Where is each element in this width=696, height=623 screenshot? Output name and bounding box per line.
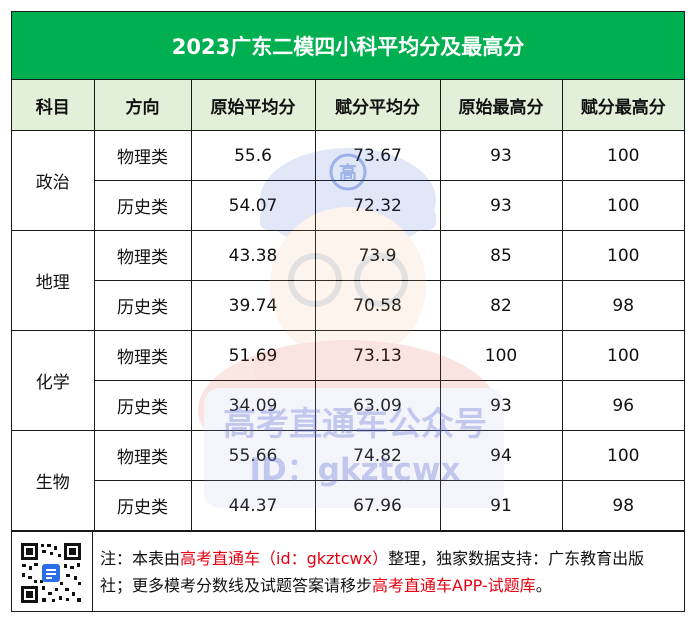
table-row: 历史类 34.09 63.09 93 96 — [12, 380, 684, 431]
raw-max-cell: 85 — [439, 230, 563, 281]
raw-avg-cell: 43.38 — [190, 230, 316, 281]
scaled-avg-cell: 72.32 — [314, 180, 441, 231]
raw-avg-cell: 55.66 — [190, 430, 316, 481]
raw-max-cell: 91 — [439, 480, 563, 531]
footnote: 注：本表由高考直通车（id：gkztcwx）整理，独家数据支持：广东教育出版社；… — [12, 531, 684, 612]
raw-max-cell: 93 — [439, 130, 563, 181]
subject-cell: 生物 — [12, 430, 95, 531]
table-row: 生物 物理类 55.66 74.82 94 100 — [12, 430, 684, 531]
footnote-text: 注：本表由高考直通车（id：gkztcwx）整理，独家数据支持：广东教育出版社；… — [100, 545, 674, 599]
header-scaled-avg: 赋分平均分 — [314, 80, 441, 131]
qr-code-icon — [20, 542, 82, 604]
direction-cell: 物理类 — [93, 430, 192, 481]
table-row: 化学 物理类 51.69 73.13 100 100 — [12, 330, 684, 431]
scaled-avg-cell: 73.13 — [314, 330, 441, 381]
header-raw-max: 原始最高分 — [439, 80, 563, 131]
subject-cell: 政治 — [12, 130, 95, 231]
scaled-avg-cell: 67.96 — [314, 480, 441, 531]
scaled-max-cell: 100 — [561, 180, 684, 231]
scaled-max-cell: 100 — [561, 330, 684, 381]
raw-avg-cell: 39.74 — [190, 280, 316, 331]
scaled-max-cell: 100 — [561, 230, 684, 281]
scaled-avg-cell: 73.9 — [314, 230, 441, 281]
footnote-middle: 整理，独家数据支持：广东教育出版社；更多模考分数线及试题答案请移步 — [100, 549, 645, 595]
raw-max-cell: 94 — [439, 430, 563, 481]
raw-max-cell: 93 — [439, 380, 563, 431]
direction-cell: 历史类 — [94, 380, 192, 431]
scaled-avg-cell: 70.58 — [314, 280, 441, 331]
raw-avg-cell: 51.69 — [190, 330, 316, 381]
table-row: 历史类 39.74 70.58 82 98 — [12, 280, 684, 331]
direction-cell: 物理类 — [93, 330, 192, 381]
footnote-divider — [92, 532, 93, 612]
footnote-suffix: 。 — [535, 576, 552, 595]
raw-avg-cell: 44.37 — [190, 480, 316, 531]
header-raw-avg: 原始平均分 — [190, 80, 316, 131]
table-row: 政治 物理类 55.6 73.67 93 100 — [12, 130, 684, 231]
scaled-avg-cell: 73.67 — [314, 130, 441, 181]
table-row: 历史类 44.37 67.96 91 98 — [12, 480, 684, 531]
direction-cell: 历史类 — [94, 280, 192, 331]
raw-max-cell: 93 — [439, 180, 563, 231]
raw-avg-cell: 34.09 — [190, 380, 316, 431]
scaled-avg-cell: 63.09 — [314, 380, 441, 431]
raw-avg-cell: 55.6 — [190, 130, 316, 181]
direction-cell: 物理类 — [93, 130, 192, 181]
direction-cell: 物理类 — [93, 230, 192, 281]
table-row: 地理 物理类 43.38 73.9 85 100 — [12, 230, 684, 331]
scaled-max-cell: 100 — [561, 430, 684, 481]
scaled-avg-cell: 74.82 — [314, 430, 441, 481]
direction-cell: 历史类 — [94, 480, 192, 531]
header-subject: 科目 — [12, 80, 95, 131]
footnote-prefix: 注：本表由 — [100, 549, 181, 568]
score-table: 科目 方向 原始平均分 赋分平均分 原始最高分 赋分最高分 政治 物理类 55.… — [12, 80, 684, 531]
header-scaled-max: 赋分最高分 — [561, 80, 684, 131]
direction-cell: 历史类 — [94, 180, 192, 231]
subject-cell: 地理 — [12, 230, 95, 331]
raw-max-cell: 100 — [439, 330, 563, 381]
scaled-max-cell: 100 — [561, 130, 684, 181]
header-direction: 方向 — [93, 80, 192, 131]
page-title: 2023广东二模四小科平均分及最高分 — [12, 12, 684, 80]
subject-cell: 化学 — [12, 330, 95, 431]
table-row: 历史类 54.07 72.32 93 100 — [12, 180, 684, 231]
raw-avg-cell: 54.07 — [190, 180, 316, 231]
table-frame: 2023广东二模四小科平均分及最高分 科目 方向 原始平均分 赋分平均分 原始最… — [11, 11, 685, 612]
source-link[interactable]: 高考直通车（id：gkztcwx） — [180, 549, 389, 568]
scaled-max-cell: 98 — [561, 480, 684, 531]
app-link[interactable]: 高考直通车APP-试题库 — [372, 576, 536, 595]
scaled-max-cell: 96 — [561, 380, 684, 431]
header-row: 科目 方向 原始平均分 赋分平均分 原始最高分 赋分最高分 — [12, 80, 684, 131]
raw-max-cell: 82 — [439, 280, 563, 331]
scaled-max-cell: 98 — [561, 280, 684, 331]
